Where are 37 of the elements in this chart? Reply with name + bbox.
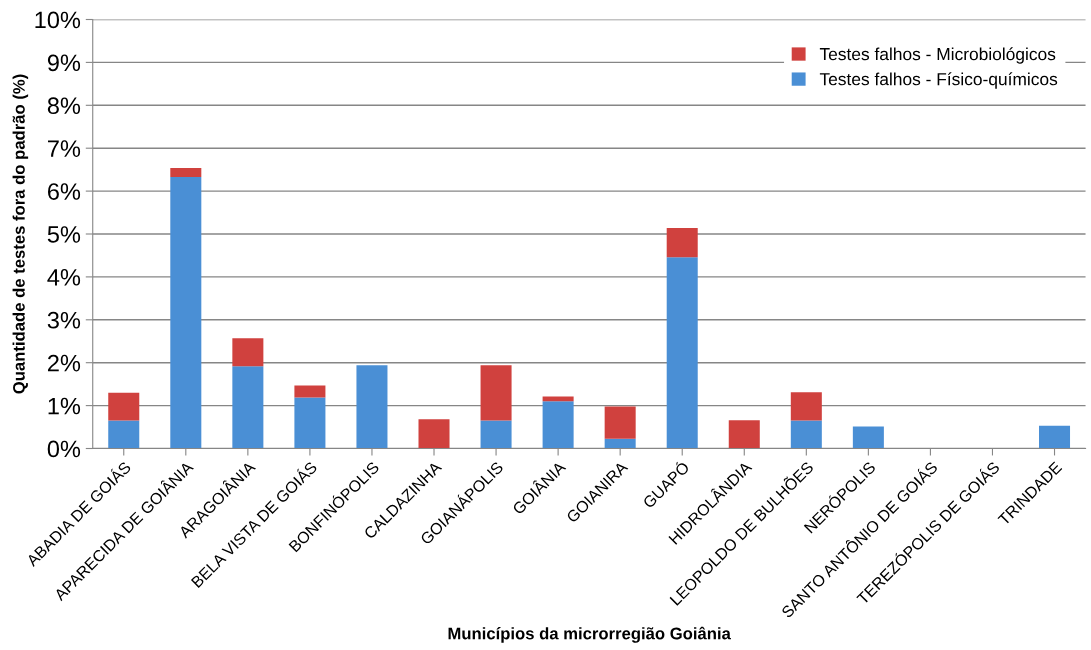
y-tick-label: 0% — [47, 440, 81, 458]
bar — [666, 257, 698, 449]
bar — [108, 420, 140, 449]
bar — [480, 365, 512, 421]
bar — [170, 176, 202, 449]
bar — [232, 338, 264, 367]
bar — [480, 420, 512, 449]
y-tick-label: 10% — [35, 11, 81, 29]
y-tick-label: 3% — [47, 311, 81, 329]
y-tick-label: 2% — [47, 354, 81, 372]
y-tick-label: 1% — [48, 397, 81, 415]
bar — [604, 438, 636, 449]
y-axis-title: Quantidade de testes fora do padrão (%) — [12, 74, 29, 394]
y-tick-label: 5% — [47, 226, 81, 243]
bar — [852, 426, 884, 449]
y-tick-label: 4% — [47, 269, 81, 286]
x-axis-title: Municípios da microrregião Goiânia — [448, 626, 731, 643]
bar — [542, 401, 574, 449]
y-tick-label: 8% — [47, 97, 81, 115]
bar — [604, 406, 636, 439]
bar — [790, 392, 822, 421]
bar — [108, 392, 140, 421]
bar — [666, 227, 698, 258]
bar — [790, 420, 822, 449]
bar — [294, 385, 326, 398]
bar — [356, 365, 388, 449]
bar — [294, 397, 326, 449]
bar — [418, 419, 450, 449]
legend-label: Testes falhos - Microbiológicos — [819, 47, 1056, 64]
legend-label: Testes falhos - Físico-químicos — [819, 72, 1058, 89]
y-tick-label: 6% — [48, 183, 81, 200]
bar — [232, 366, 264, 449]
y-tick-label: 7% — [48, 140, 81, 157]
bar — [728, 420, 760, 449]
y-tick-label: 9% — [47, 54, 81, 72]
bar — [1039, 425, 1071, 449]
bar — [170, 167, 202, 177]
